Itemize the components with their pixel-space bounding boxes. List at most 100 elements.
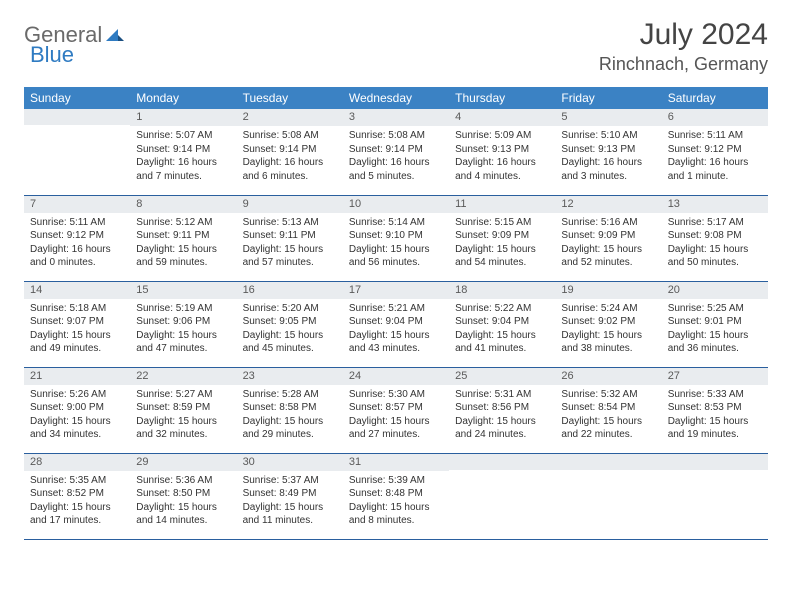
calendar-row: 21Sunrise: 5:26 AMSunset: 9:00 PMDayligh… xyxy=(24,367,768,453)
day-number xyxy=(24,109,130,125)
sunset-text: Sunset: 8:53 PM xyxy=(668,401,762,415)
calendar-cell xyxy=(662,453,768,539)
sunset-text: Sunset: 9:14 PM xyxy=(136,143,230,157)
header: General July 2024 Rinchnach, Germany xyxy=(24,18,768,75)
day-body: Sunrise: 5:22 AMSunset: 9:04 PMDaylight:… xyxy=(449,299,555,360)
day-number: 15 xyxy=(130,282,236,299)
day-body: Sunrise: 5:18 AMSunset: 9:07 PMDaylight:… xyxy=(24,299,130,360)
sunrise-text: Sunrise: 5:19 AM xyxy=(136,302,230,316)
brand-part2: Blue xyxy=(30,42,74,68)
sunset-text: Sunset: 9:08 PM xyxy=(668,229,762,243)
sunrise-text: Sunrise: 5:15 AM xyxy=(455,216,549,230)
sunrise-text: Sunrise: 5:33 AM xyxy=(668,388,762,402)
calendar-cell: 10Sunrise: 5:14 AMSunset: 9:10 PMDayligh… xyxy=(343,195,449,281)
day-body: Sunrise: 5:14 AMSunset: 9:10 PMDaylight:… xyxy=(343,213,449,274)
sunrise-text: Sunrise: 5:31 AM xyxy=(455,388,549,402)
sunset-text: Sunset: 8:52 PM xyxy=(30,487,124,501)
page: General July 2024 Rinchnach, Germany Blu… xyxy=(0,0,792,558)
day-body: Sunrise: 5:09 AMSunset: 9:13 PMDaylight:… xyxy=(449,126,555,187)
sunset-text: Sunset: 8:58 PM xyxy=(243,401,337,415)
daylight-text: Daylight: 15 hours and 22 minutes. xyxy=(561,415,655,442)
calendar-cell: 14Sunrise: 5:18 AMSunset: 9:07 PMDayligh… xyxy=(24,281,130,367)
daylight-text: Daylight: 15 hours and 57 minutes. xyxy=(243,243,337,270)
calendar-cell: 22Sunrise: 5:27 AMSunset: 8:59 PMDayligh… xyxy=(130,367,236,453)
sunrise-text: Sunrise: 5:11 AM xyxy=(668,129,762,143)
daylight-text: Daylight: 15 hours and 32 minutes. xyxy=(136,415,230,442)
calendar-cell: 29Sunrise: 5:36 AMSunset: 8:50 PMDayligh… xyxy=(130,453,236,539)
sunrise-text: Sunrise: 5:12 AM xyxy=(136,216,230,230)
sunset-text: Sunset: 8:48 PM xyxy=(349,487,443,501)
daylight-text: Daylight: 16 hours and 6 minutes. xyxy=(243,156,337,183)
calendar-cell: 20Sunrise: 5:25 AMSunset: 9:01 PMDayligh… xyxy=(662,281,768,367)
sunrise-text: Sunrise: 5:39 AM xyxy=(349,474,443,488)
calendar-cell: 26 Sunrise: 5:32 AMSunset: 8:54 PMDayligh… xyxy=(555,367,661,453)
day-body: Sunrise: 5:28 AMSunset: 8:58 PMDaylight:… xyxy=(237,385,343,446)
calendar-cell: 4Sunrise: 5:09 AMSunset: 9:13 PMDaylight… xyxy=(449,109,555,195)
day-number: 30 xyxy=(237,454,343,471)
daylight-text: Daylight: 15 hours and 36 minutes. xyxy=(668,329,762,356)
day-body: Sunrise: 5:31 AMSunset: 8:56 PMDaylight:… xyxy=(449,385,555,446)
day-body: Sunrise: 5:19 AMSunset: 9:06 PMDaylight:… xyxy=(130,299,236,360)
daylight-text: Daylight: 16 hours and 0 minutes. xyxy=(30,243,124,270)
day-body: Sunrise: 5:35 AMSunset: 8:52 PMDaylight:… xyxy=(24,471,130,532)
day-number: 26 xyxy=(555,368,661,385)
calendar-cell: 1Sunrise: 5:07 AMSunset: 9:14 PMDaylight… xyxy=(130,109,236,195)
day-number: 29 xyxy=(130,454,236,471)
daylight-text: Daylight: 15 hours and 43 minutes. xyxy=(349,329,443,356)
sunrise-text: Sunrise: 5:35 AM xyxy=(30,474,124,488)
calendar-cell xyxy=(449,453,555,539)
weekday-header-row: Sunday Monday Tuesday Wednesday Thursday… xyxy=(24,87,768,109)
day-body: Sunrise: 5:39 AMSunset: 8:48 PMDaylight:… xyxy=(343,471,449,532)
day-number: 6 xyxy=(662,109,768,126)
sunrise-text: Sunrise: 5:32 AM xyxy=(561,388,655,402)
sunrise-text: Sunrise: 5:16 AM xyxy=(561,216,655,230)
day-number: 28 xyxy=(24,454,130,471)
sunrise-text: Sunrise: 5:18 AM xyxy=(30,302,124,316)
day-number: 17 xyxy=(343,282,449,299)
day-body: Sunrise: 5:36 AMSunset: 8:50 PMDaylight:… xyxy=(130,471,236,532)
sunset-text: Sunset: 9:11 PM xyxy=(136,229,230,243)
daylight-text: Daylight: 16 hours and 5 minutes. xyxy=(349,156,443,183)
sunset-text: Sunset: 8:49 PM xyxy=(243,487,337,501)
sunrise-text: Sunrise: 5:30 AM xyxy=(349,388,443,402)
calendar-cell: 21Sunrise: 5:26 AMSunset: 9:00 PMDayligh… xyxy=(24,367,130,453)
daylight-text: Daylight: 16 hours and 3 minutes. xyxy=(561,156,655,183)
day-body: Sunrise: 5:12 AMSunset: 9:11 PMDaylight:… xyxy=(130,213,236,274)
daylight-text: Daylight: 15 hours and 50 minutes. xyxy=(668,243,762,270)
day-body: Sunrise: 5:11 AMSunset: 9:12 PMDaylight:… xyxy=(24,213,130,274)
sunset-text: Sunset: 8:59 PM xyxy=(136,401,230,415)
calendar-cell: 28Sunrise: 5:35 AMSunset: 8:52 PMDayligh… xyxy=(24,453,130,539)
day-body: Sunrise: 5:21 AMSunset: 9:04 PMDaylight:… xyxy=(343,299,449,360)
day-body: Sunrise: 5:25 AMSunset: 9:01 PMDaylight:… xyxy=(662,299,768,360)
sunset-text: Sunset: 8:54 PM xyxy=(561,401,655,415)
calendar-cell: 8Sunrise: 5:12 AMSunset: 9:11 PMDaylight… xyxy=(130,195,236,281)
day-body: Sunrise: 5:10 AMSunset: 9:13 PMDaylight:… xyxy=(555,126,661,187)
day-number: 21 xyxy=(24,368,130,385)
calendar-cell xyxy=(555,453,661,539)
calendar-cell: 18Sunrise: 5:22 AMSunset: 9:04 PMDayligh… xyxy=(449,281,555,367)
calendar-cell xyxy=(24,109,130,195)
title-block: July 2024 Rinchnach, Germany xyxy=(599,18,768,75)
calendar-cell: 9Sunrise: 5:13 AMSunset: 9:11 PMDaylight… xyxy=(237,195,343,281)
sunset-text: Sunset: 9:05 PM xyxy=(243,315,337,329)
day-body: Sunrise: 5:13 AMSunset: 9:11 PMDaylight:… xyxy=(237,213,343,274)
daylight-text: Daylight: 15 hours and 45 minutes. xyxy=(243,329,337,356)
sunset-text: Sunset: 9:12 PM xyxy=(30,229,124,243)
daylight-text: Daylight: 15 hours and 8 minutes. xyxy=(349,501,443,528)
calendar-cell: 27Sunrise: 5:33 AMSunset: 8:53 PMDayligh… xyxy=(662,367,768,453)
day-number: 19 xyxy=(555,282,661,299)
day-number: 4 xyxy=(449,109,555,126)
daylight-text: Daylight: 15 hours and 27 minutes. xyxy=(349,415,443,442)
day-number: 14 xyxy=(24,282,130,299)
day-body: Sunrise: 5:07 AMSunset: 9:14 PMDaylight:… xyxy=(130,126,236,187)
day-body: Sunrise: 5:33 AMSunset: 8:53 PMDaylight:… xyxy=(662,385,768,446)
daylight-text: Daylight: 15 hours and 19 minutes. xyxy=(668,415,762,442)
day-number: 8 xyxy=(130,196,236,213)
day-number: 10 xyxy=(343,196,449,213)
sunrise-text: Sunrise: 5:37 AM xyxy=(243,474,337,488)
sunrise-text: Sunrise: 5:17 AM xyxy=(668,216,762,230)
sunset-text: Sunset: 9:02 PM xyxy=(561,315,655,329)
sunset-text: Sunset: 9:06 PM xyxy=(136,315,230,329)
day-body: Sunrise: 5:26 AMSunset: 9:00 PMDaylight:… xyxy=(24,385,130,446)
sunrise-text: Sunrise: 5:25 AM xyxy=(668,302,762,316)
